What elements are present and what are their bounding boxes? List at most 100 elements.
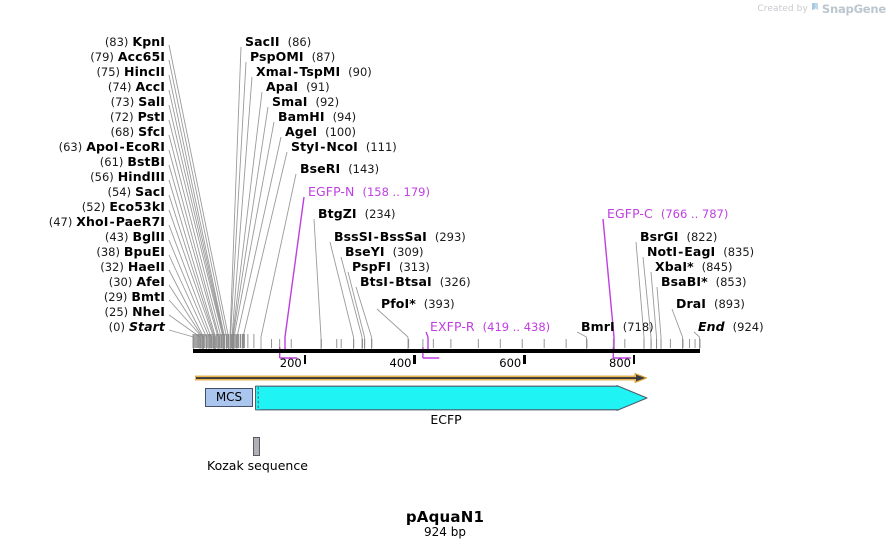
site-label-exfp-r[interactable]: EXFP-R (419 .. 438) <box>430 319 550 335</box>
site-label-bseri[interactable]: BseRI (143) <box>300 161 379 177</box>
site-position: (234) <box>364 207 396 221</box>
ruler-baseline <box>193 349 700 353</box>
site-position: (73) <box>110 95 135 109</box>
site-label-smai[interactable]: SmaI (92) <box>272 94 339 110</box>
site-position: (86) <box>287 35 312 49</box>
site-label-nhei[interactable]: (25) NheI <box>0 304 165 320</box>
site-enzyme-name: SalI <box>138 94 165 109</box>
site-enzyme-name: EGFP-N <box>308 184 355 199</box>
site-label-styi[interactable]: StyI-NcoI (111) <box>291 139 397 155</box>
site-label-bamhi[interactable]: BamHI (94) <box>278 109 356 125</box>
site-label-sfci[interactable]: (68) SfcI <box>0 124 165 140</box>
site-label-hincii[interactable]: (75) HincII <box>0 64 165 80</box>
site-label-xbai[interactable]: XbaI* (845) <box>655 259 733 275</box>
ruler-tick-label: 600 <box>499 356 522 370</box>
site-label-bseyi[interactable]: BseYI (309) <box>345 244 424 260</box>
site-position: (38) <box>96 245 120 259</box>
site-label-egfp-c[interactable]: EGFP-C (766 .. 787) <box>607 206 728 222</box>
site-position: (326) <box>439 275 471 289</box>
site-label-bstbi[interactable]: (61) BstBI <box>0 154 165 170</box>
site-label-bmri[interactable]: BmrI (718) <box>581 319 654 335</box>
site-name-separator: - <box>293 64 299 79</box>
site-enzyme-name: Acc65I <box>117 49 165 64</box>
site-label-bsssi[interactable]: BssSI-BssSaI (293) <box>334 229 466 245</box>
site-label-egfp-n[interactable]: EGFP-N (158 .. 179) <box>308 184 430 200</box>
site-label-start[interactable]: (0) Start <box>0 319 165 335</box>
site-label-kpni[interactable]: (83) KpnI <box>0 34 165 50</box>
site-label-sacii[interactable]: SacII (86) <box>245 34 311 50</box>
ruler-tick-mark <box>303 355 307 364</box>
site-position: (845) <box>701 260 733 274</box>
site-label-pspfi[interactable]: PspFI (313) <box>352 259 430 275</box>
site-enzyme-name: ApoI <box>86 139 119 154</box>
site-label-drai[interactable]: DraI (893) <box>676 296 745 312</box>
site-label-acci[interactable]: (74) AccI <box>0 79 165 95</box>
site-label-eco53ki[interactable]: (52) Eco53kI <box>0 199 165 215</box>
site-label-saci[interactable]: (54) SacI <box>0 184 165 200</box>
plasmid-name: pAquaN1 <box>405 508 485 526</box>
site-position: (75) <box>96 65 121 79</box>
mcs-feature-box[interactable]: MCS <box>205 388 253 407</box>
site-position: (92) <box>315 95 340 109</box>
site-enzyme-name: EXFP-R <box>430 319 475 334</box>
site-label-btgzi[interactable]: BtgZI (234) <box>318 206 396 222</box>
site-label-bglii[interactable]: (43) BglII <box>0 229 165 245</box>
site-label-bpuei[interactable]: (38) BpuEI <box>0 244 165 260</box>
site-enzyme-name: BamHI <box>278 109 325 124</box>
site-name-separator: - <box>373 229 379 244</box>
site-enzyme-name: NcoI <box>326 139 358 154</box>
site-label-btsi[interactable]: BtsI-BtsaI (326) <box>360 274 471 290</box>
site-enzyme-name: BmrI <box>581 319 615 334</box>
site-label-sali[interactable]: (73) SalI <box>0 94 165 110</box>
site-label-pfoi[interactable]: PfoI* (393) <box>381 296 455 312</box>
site-label-noti[interactable]: NotI-EagI (835) <box>647 244 754 260</box>
site-position: (54) <box>107 185 132 199</box>
site-label-psti[interactable]: (72) PstI <box>0 109 165 125</box>
site-label-pspomi[interactable]: PspOMI (87) <box>250 49 335 65</box>
site-label-agei[interactable]: AgeI (100) <box>285 124 356 140</box>
site-label-bsrgi[interactable]: BsrGI (822) <box>640 229 717 245</box>
site-enzyme-name: BsaBI <box>661 274 702 289</box>
site-label-bsabi[interactable]: BsaBI* (853) <box>661 274 747 290</box>
mcs-label: MCS <box>215 390 243 404</box>
plasmid-size: 924 bp <box>424 525 466 539</box>
site-position: (0) <box>108 320 125 334</box>
site-label-apoi[interactable]: (63) ApoI-EcoRI <box>0 139 165 155</box>
site-label-haeii[interactable]: (32) HaeII <box>0 259 165 275</box>
site-position: (74) <box>107 80 132 94</box>
site-position: (835) <box>723 245 755 259</box>
site-label-apai[interactable]: ApaI (91) <box>266 79 330 95</box>
site-position: (61) <box>99 155 124 169</box>
site-enzyme-name: PspOMI <box>250 49 304 64</box>
site-enzyme-name: BpuEI <box>123 244 165 259</box>
ruler-tick-mark <box>413 355 416 364</box>
site-label-end[interactable]: End (924) <box>698 319 764 335</box>
site-position: (47) <box>48 215 73 229</box>
site-enzyme-name: ApaI <box>266 79 299 94</box>
promoter-arrow-icon <box>195 373 647 383</box>
site-label-hindiii[interactable]: (56) HindIII <box>0 169 165 185</box>
ecfp-feature-arrow[interactable] <box>255 385 648 411</box>
site-enzyme-name: BtsaI <box>395 274 432 289</box>
site-label-acc65i[interactable]: (79) Acc65I <box>0 49 165 65</box>
site-enzyme-name: StyI <box>291 139 320 154</box>
site-position: (83) <box>104 35 129 49</box>
site-label-bmti[interactable]: (29) BmtI <box>0 289 165 305</box>
site-label-afei[interactable]: (30) AfeI <box>0 274 165 290</box>
site-enzyme-name: BsrGI <box>640 229 679 244</box>
site-position: (25) <box>104 305 129 319</box>
site-enzyme-name: EagI <box>684 244 716 259</box>
site-position: (158 .. 179) <box>362 185 430 199</box>
site-label-xhoi[interactable]: (47) XhoI-PaeR7I <box>0 214 165 230</box>
kozak-sequence-marker[interactable] <box>253 437 260 456</box>
site-enzyme-name: BseYI <box>345 244 385 259</box>
site-enzyme-name: Start <box>128 319 165 334</box>
watermark-brand: SnapGene <box>821 2 886 16</box>
site-enzyme-name: BtsI <box>360 274 388 289</box>
site-enzyme-name: Eco53kI <box>109 199 165 214</box>
site-enzyme-name: BseRI <box>300 161 341 176</box>
site-enzyme-name: BssSI <box>334 229 373 244</box>
site-position: (68) <box>110 125 135 139</box>
site-name-separator: - <box>389 274 395 289</box>
site-label-xmai[interactable]: XmaI-TspMI (90) <box>256 64 372 80</box>
